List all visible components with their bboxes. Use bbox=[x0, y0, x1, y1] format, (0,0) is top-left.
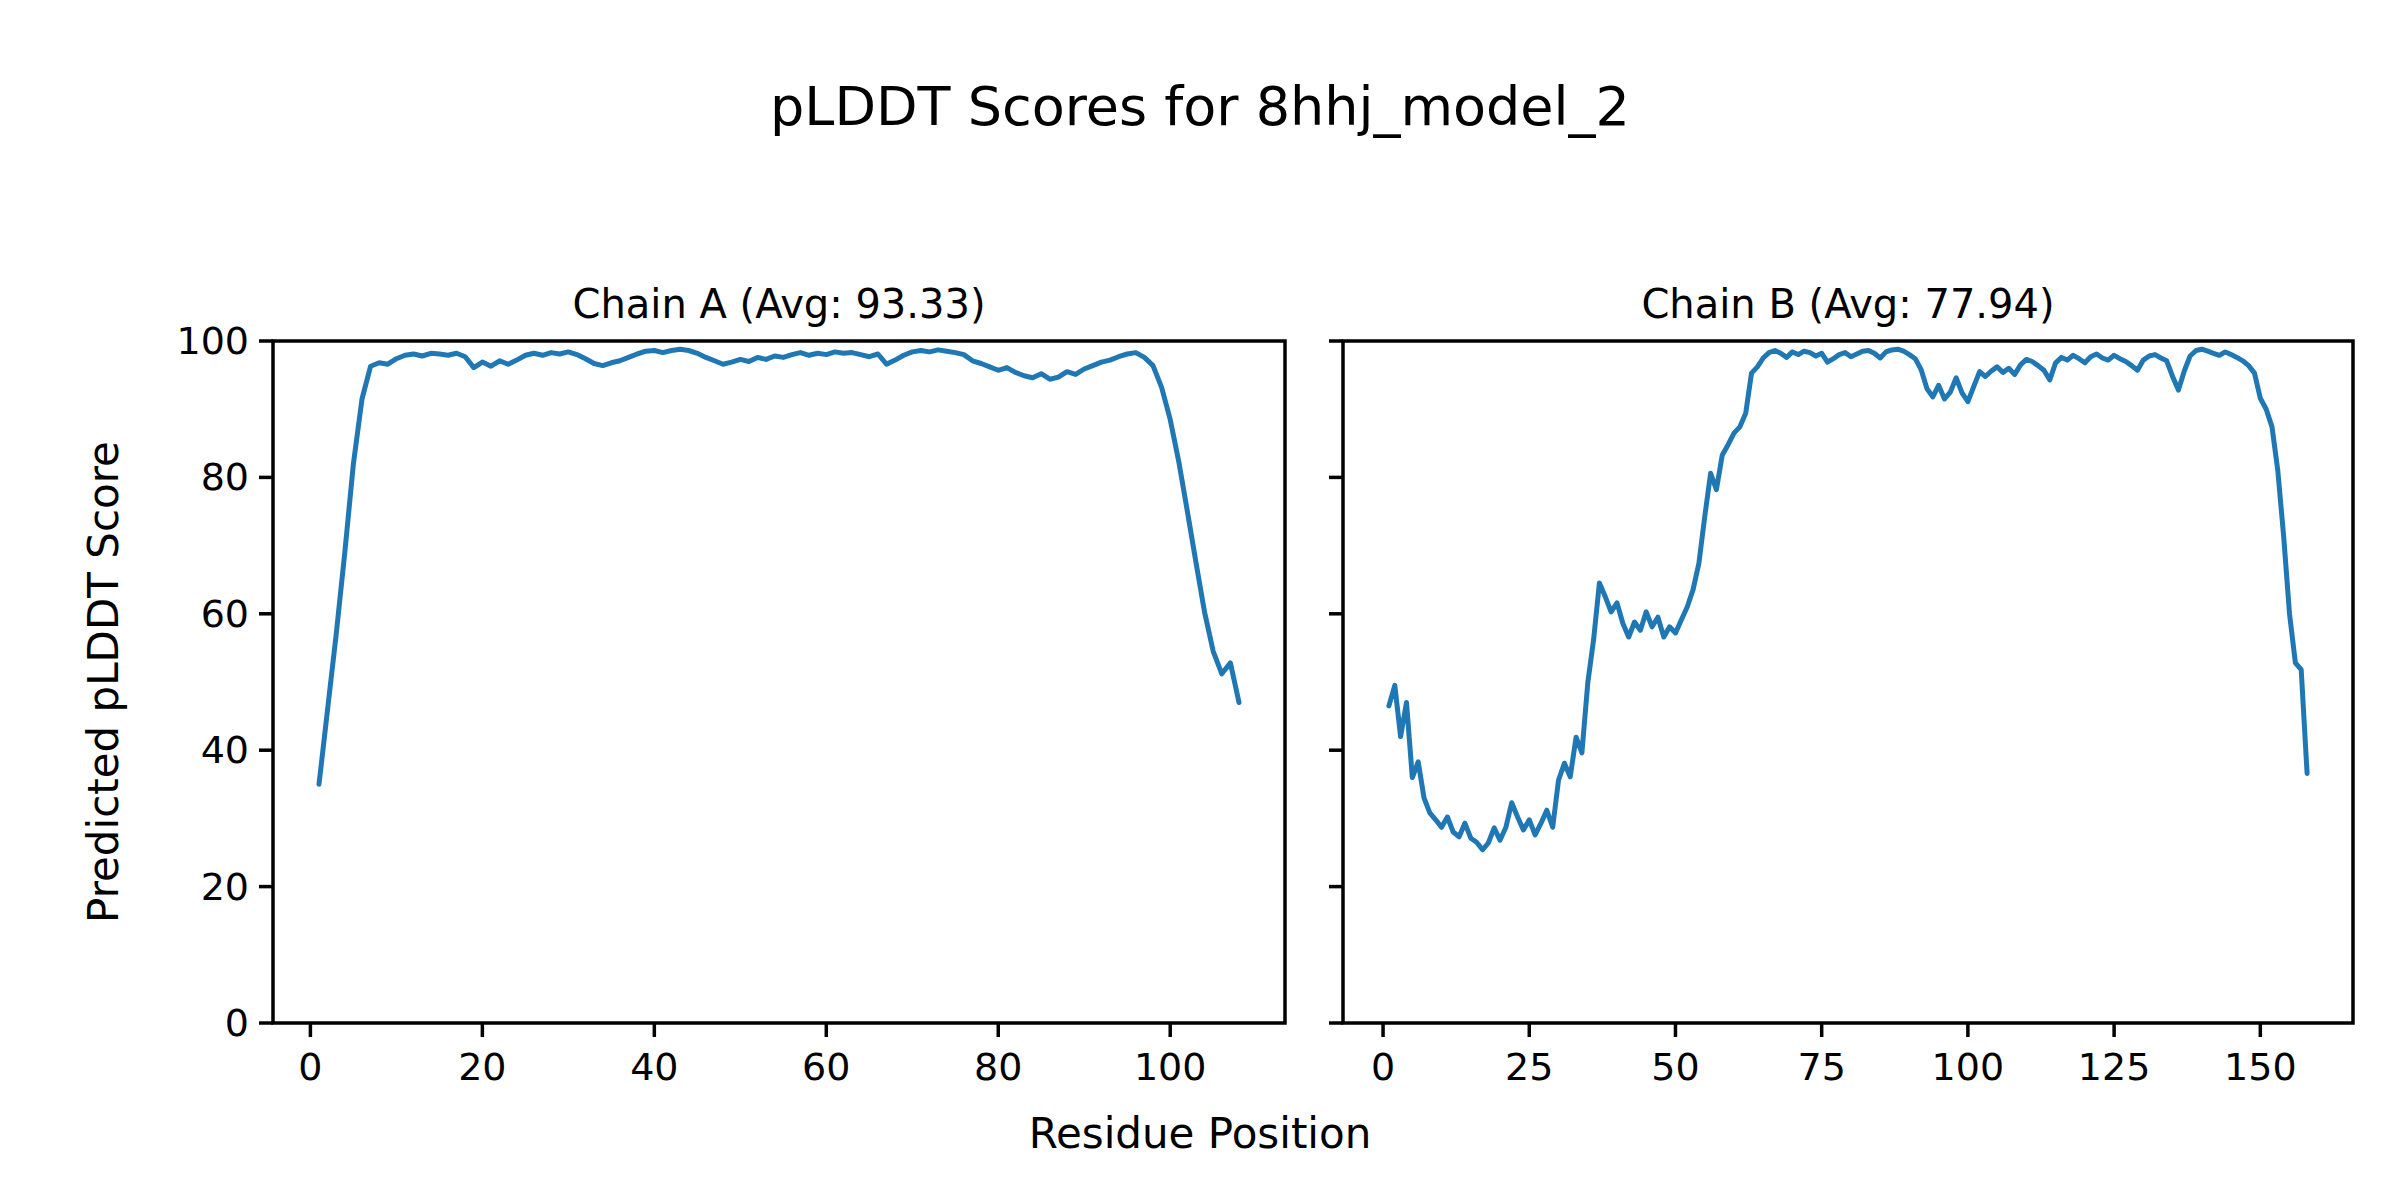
y-tick-label: 40 bbox=[201, 728, 249, 772]
x-tick-label: 150 bbox=[2224, 1045, 2297, 1089]
x-tick-label: 0 bbox=[1371, 1045, 1395, 1089]
figure-title: pLDDT Scores for 8hhj_model_2 bbox=[770, 75, 1630, 138]
x-tick-label: 100 bbox=[1134, 1045, 1207, 1089]
x-tick-label: 0 bbox=[298, 1045, 322, 1089]
x-tick-label: 50 bbox=[1651, 1045, 1699, 1089]
x-tick-label: 60 bbox=[802, 1045, 850, 1089]
y-tick-label: 20 bbox=[201, 865, 249, 909]
x-tick-label: 75 bbox=[1798, 1045, 1846, 1089]
y-tick-label: 100 bbox=[176, 319, 249, 363]
y-tick-label: 0 bbox=[225, 1001, 249, 1045]
y-tick-label: 80 bbox=[201, 455, 249, 499]
x-tick-label: 125 bbox=[2078, 1045, 2151, 1089]
y-axis-label: Predicted pLDDT Score bbox=[79, 441, 128, 923]
x-tick-label: 20 bbox=[458, 1045, 506, 1089]
plddt-figure: pLDDT Scores for 8hhj_model_2 Residue Po… bbox=[0, 0, 2400, 1200]
x-tick-label: 100 bbox=[1932, 1045, 2005, 1089]
x-tick-label: 25 bbox=[1505, 1045, 1553, 1089]
chain-a-title: Chain A (Avg: 93.33) bbox=[572, 281, 985, 327]
y-tick-label: 60 bbox=[201, 592, 249, 636]
x-tick-label: 40 bbox=[630, 1045, 678, 1089]
chain-b-title: Chain B (Avg: 77.94) bbox=[1641, 281, 2054, 327]
x-tick-label: 80 bbox=[974, 1045, 1022, 1089]
x-axis-label: Residue Position bbox=[1029, 1109, 1372, 1158]
